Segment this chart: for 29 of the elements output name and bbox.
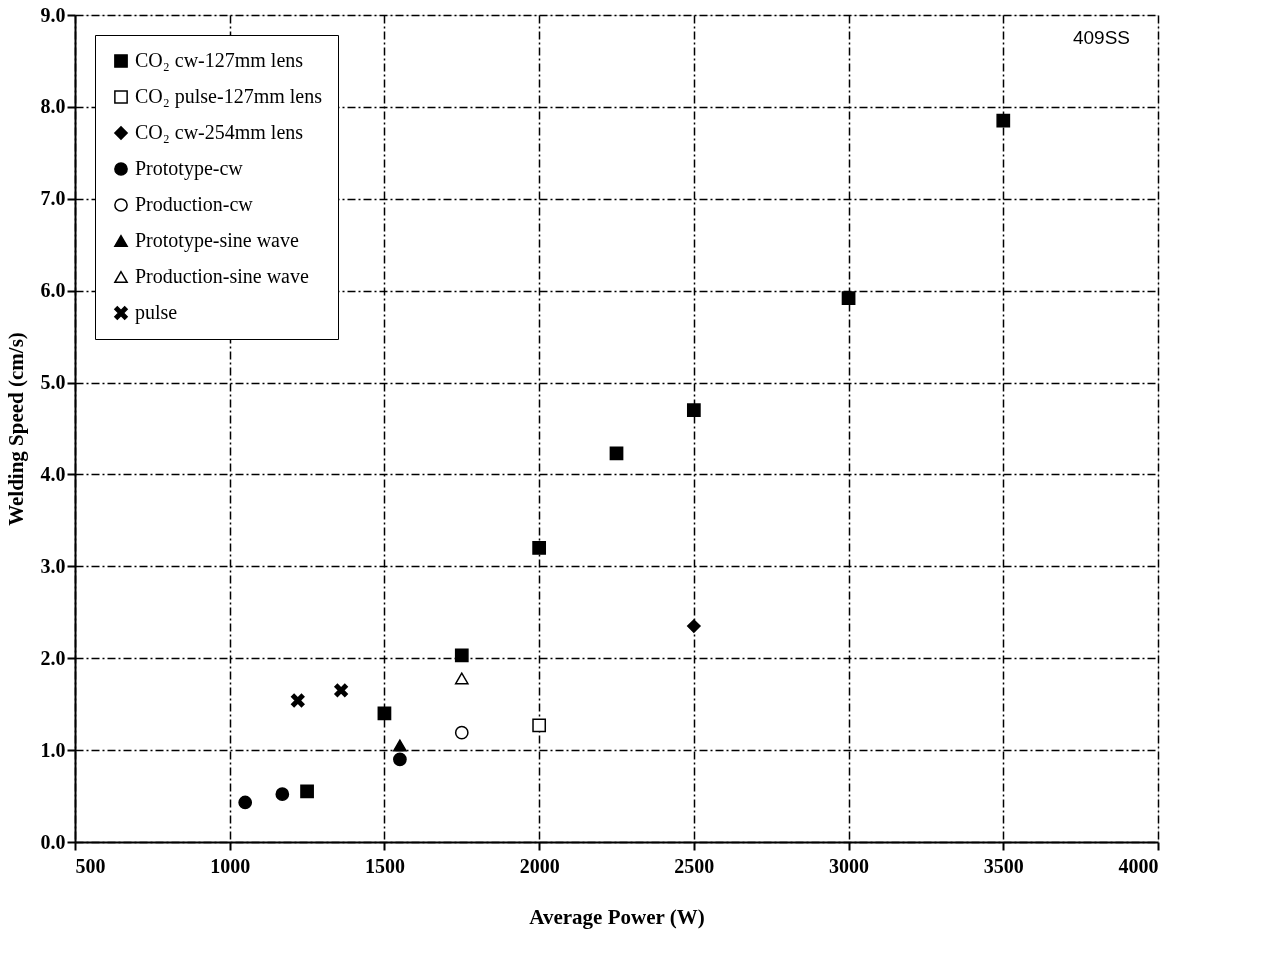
y-tick-label: 3.0: [40, 554, 66, 577]
legend-label: Production-cw: [135, 193, 254, 215]
legend-label: CO₂ cw-127mm lens: [135, 49, 304, 71]
legend-label: Prototype-sine wave: [135, 229, 299, 252]
y-tick-label: 5.0: [40, 371, 66, 394]
x-tick-label: 1000: [210, 854, 251, 877]
y-axis-title: Welding Speed (cm/s): [3, 332, 28, 526]
y-tick-label: 9.0: [40, 3, 66, 26]
x-tick-label: 1500: [364, 854, 405, 877]
y-tick-label: 4.0: [40, 462, 66, 485]
legend-label: CO₂ pulse-127mm lens: [135, 85, 323, 108]
x-tick-label: 2500: [674, 854, 715, 877]
y-tick-label: 0.0: [40, 830, 66, 853]
y-tick-label: 1.0: [40, 738, 66, 761]
y-tick-label: 6.0: [40, 279, 66, 302]
annotation: 409SS: [1072, 27, 1130, 48]
legend-label: pulse: [135, 301, 178, 324]
legend-label: Prototype-cw: [135, 157, 244, 180]
x-tick-label: 500: [75, 854, 106, 877]
x-tick-label: 2000: [519, 854, 560, 877]
x-tick-label: 3000: [829, 854, 870, 877]
x-axis-title: Average Power (W): [529, 904, 705, 929]
y-tick-label: 8.0: [40, 95, 66, 118]
legend-label: Production-sine wave: [135, 265, 309, 287]
x-tick-label: 4000: [1118, 854, 1159, 877]
x-tick-label: 3500: [983, 854, 1024, 877]
y-tick-label: 7.0: [40, 187, 66, 210]
y-tick-label: 2.0: [40, 646, 66, 669]
legend-label: CO₂ cw-254mm lens: [135, 121, 304, 143]
